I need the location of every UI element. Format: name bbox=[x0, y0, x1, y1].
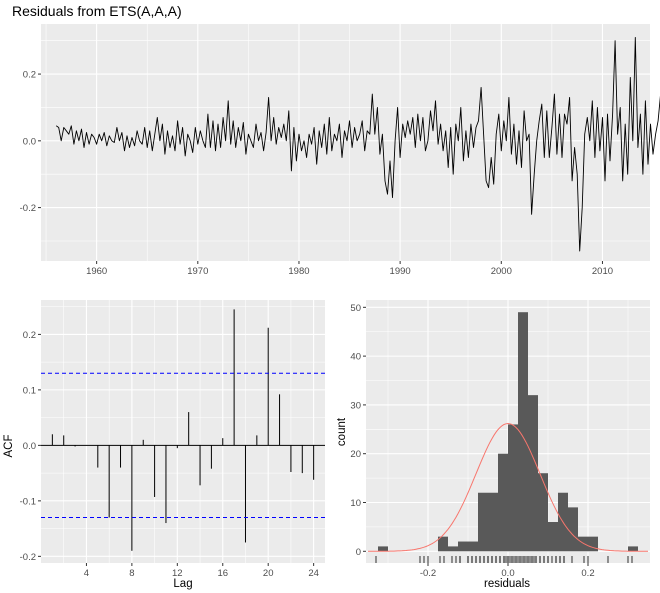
histogram-bar bbox=[548, 522, 558, 552]
histogram-y-tick-label: 50 bbox=[350, 303, 361, 314]
acf-y-tick-label: 0.0 bbox=[23, 441, 36, 452]
acf-panel-background bbox=[41, 300, 325, 563]
histogram-x-tick-label: 0.2 bbox=[581, 568, 594, 579]
acf-plot: 4 8 12 16 20 24 -0.2 -0.1 0.0 0.1 0.2 bbox=[20, 300, 325, 579]
histogram-bar bbox=[508, 424, 518, 552]
histogram-y-tick-label: 40 bbox=[350, 352, 361, 363]
residuals-histogram: -0.2 0.0 0.2 0 10 20 30 40 50 bbox=[350, 300, 650, 579]
histogram-bar bbox=[538, 473, 548, 552]
histogram-y-tick-label: 10 bbox=[350, 498, 361, 509]
histogram-bar bbox=[628, 546, 638, 552]
acf-x-tick-label: 16 bbox=[217, 568, 228, 579]
histogram-y-tick-label: 20 bbox=[350, 449, 361, 460]
residuals-x-tick-label: 1980 bbox=[288, 266, 309, 277]
histogram-bar bbox=[568, 507, 578, 552]
histogram-bar bbox=[468, 541, 478, 552]
histogram-bar bbox=[518, 312, 528, 552]
acf-x-tick-label: 12 bbox=[172, 568, 183, 579]
residuals-x-tick-label: 2000 bbox=[491, 266, 512, 277]
acf-x-tick-label: 20 bbox=[263, 568, 274, 579]
acf-y-tick-label: 0.2 bbox=[23, 330, 36, 341]
chart-title: Residuals from ETS(A,A,A) bbox=[12, 3, 182, 19]
histogram-x-tick-label: -0.2 bbox=[420, 568, 436, 579]
histogram-y-tick-label: 0 bbox=[356, 547, 361, 558]
histogram-bar bbox=[438, 536, 448, 552]
residuals-x-tick-label: 2010 bbox=[592, 266, 613, 277]
histogram-x-tick-label: 0.0 bbox=[501, 568, 514, 579]
residuals-x-tick-label: 1960 bbox=[86, 266, 107, 277]
residuals-panel-background bbox=[41, 24, 650, 261]
residuals-y-tick-label: 0.0 bbox=[23, 136, 36, 147]
acf-x-axis-label: Lag bbox=[173, 578, 192, 590]
histogram-bar bbox=[378, 546, 388, 552]
histogram-bar bbox=[478, 492, 488, 552]
residuals-y-tick-label: 0.2 bbox=[23, 70, 36, 81]
acf-x-tick-label: 24 bbox=[308, 568, 319, 579]
histogram-density-curve bbox=[368, 422, 648, 552]
residuals-time-plot: 1960 1970 1980 1990 2000 2010 -0.2 0.0 0.2 bbox=[20, 24, 660, 277]
histogram-y-axis-label: count bbox=[336, 417, 348, 446]
acf-y-tick-label: -0.1 bbox=[20, 496, 36, 507]
residuals-x-tick-label: 1970 bbox=[187, 266, 208, 277]
histogram-bar bbox=[458, 541, 468, 552]
residuals-series-line bbox=[55, 36, 660, 252]
acf-x-tick-label: 8 bbox=[129, 568, 134, 579]
histogram-bar bbox=[448, 546, 458, 552]
acf-y-tick-label: -0.2 bbox=[20, 552, 36, 563]
histogram-x-axis-label: residuals bbox=[484, 578, 530, 590]
histogram-bar bbox=[488, 492, 498, 552]
residuals-x-tick-label: 1990 bbox=[390, 266, 411, 277]
acf-y-tick-label: 0.1 bbox=[23, 385, 36, 396]
acf-x-tick-label: 4 bbox=[84, 568, 89, 579]
histogram-bar bbox=[498, 453, 508, 552]
histogram-bar bbox=[528, 395, 538, 552]
histogram-y-tick-label: 30 bbox=[350, 400, 361, 411]
acf-y-axis-label: ACF bbox=[3, 435, 15, 458]
residuals-y-tick-label: -0.2 bbox=[20, 203, 36, 214]
histogram-bar bbox=[578, 536, 588, 552]
histogram-bar bbox=[588, 536, 598, 552]
